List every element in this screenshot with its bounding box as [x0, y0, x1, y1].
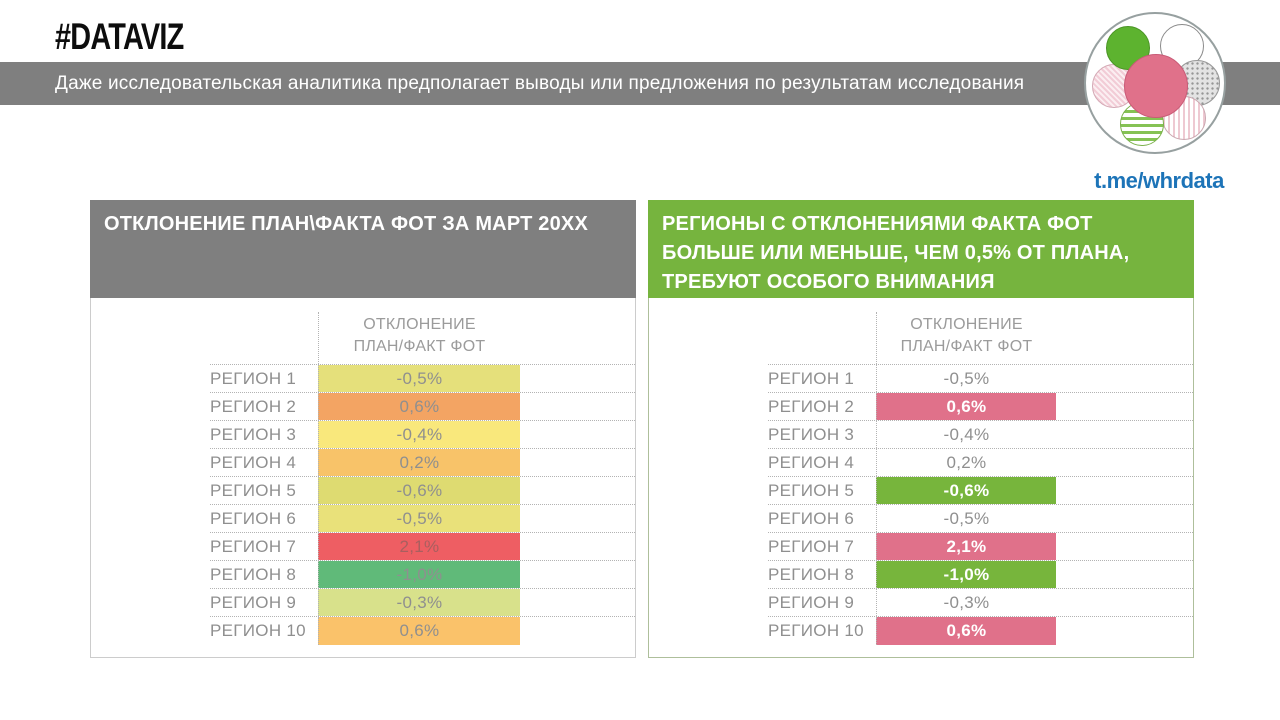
deviation-value: -0,5%	[876, 365, 1056, 392]
deviation-value: 0,6%	[876, 393, 1056, 420]
region-label: РЕГИОН 10	[210, 621, 306, 640]
region-label: РЕГИОН 7	[210, 537, 297, 556]
region-label: РЕГИОН 2	[210, 397, 297, 416]
deviation-value: 0,6%	[318, 617, 520, 645]
table-row: РЕГИОН 7 2,1%	[768, 533, 1193, 561]
deviation-value: -0,5%	[318, 505, 520, 532]
right-table-body: ОТКЛОНЕНИЕ ПЛАН/ФАКТ ФОТ РЕГИОН 1 -0,5% РЕ…	[648, 298, 1194, 658]
table-row: РЕГИОН 3 -0,4%	[210, 421, 635, 449]
deviation-value: -0,6%	[876, 477, 1056, 504]
table-row: РЕГИОН 5 -0,6%	[210, 477, 635, 505]
region-label: РЕГИОН 3	[768, 425, 855, 444]
deviation-column-header: ОТКЛОНЕНИЕ ПЛАН/ФАКТ ФОТ	[318, 312, 520, 364]
region-label: РЕГИОН 1	[768, 369, 855, 388]
region-label: РЕГИОН 2	[768, 397, 855, 416]
left-table: ОТКЛОНЕНИЕ ПЛАН\ФАКТА ФОТ ЗА МАРТ 20XX О…	[90, 200, 636, 658]
column-header-row: ОТКЛОНЕНИЕ ПЛАН/ФАКТ ФОТ	[768, 312, 1193, 365]
deviation-column-header: ОТКЛОНЕНИЕ ПЛАН/ФАКТ ФОТ	[876, 312, 1056, 364]
table-row: РЕГИОН 8 -1,0%	[768, 561, 1193, 589]
table-row: РЕГИОН 1 -0,5%	[210, 365, 635, 393]
table-row: РЕГИОН 6 -0,5%	[210, 505, 635, 533]
left-table-rows: РЕГИОН 1 -0,5% РЕГИОН 2 0,6% РЕГИОН 3 -0,4% РЕ…	[210, 365, 635, 645]
flower-logo	[1084, 12, 1226, 154]
deviation-value: -0,3%	[318, 589, 520, 616]
deviation-value: 2,1%	[876, 533, 1056, 560]
deviation-value: 0,2%	[318, 449, 520, 476]
table-row: РЕГИОН 1 -0,5%	[768, 365, 1193, 393]
region-label: РЕГИОН 6	[210, 509, 297, 528]
deviation-value: -0,4%	[318, 421, 520, 448]
region-label: РЕГИОН 8	[768, 565, 855, 584]
right-table-title: РЕГИОНЫ С ОТКЛОНЕНИЯМИ ФАКТА ФОТ БОЛЬШЕ …	[648, 200, 1194, 298]
table-row: РЕГИОН 7 2,1%	[210, 533, 635, 561]
table-row: РЕГИОН 8 -1,0%	[210, 561, 635, 589]
deviation-value: 0,6%	[318, 393, 520, 420]
table-row: РЕГИОН 4 0,2%	[210, 449, 635, 477]
telegram-link[interactable]: t.me/whrdata	[1094, 168, 1224, 193]
right-table-rows: РЕГИОН 1 -0,5% РЕГИОН 2 0,6% РЕГИОН 3 -0,4% РЕ…	[768, 365, 1193, 645]
region-label: РЕГИОН 3	[210, 425, 297, 444]
deviation-value: -0,3%	[876, 589, 1056, 616]
region-label: РЕГИОН 9	[210, 593, 297, 612]
region-label: РЕГИОН 4	[768, 453, 855, 472]
table-row: РЕГИОН 10 0,6%	[768, 617, 1193, 645]
region-label: РЕГИОН 8	[210, 565, 297, 584]
left-table-body: ОТКЛОНЕНИЕ ПЛАН/ФАКТ ФОТ РЕГИОН 1 -0,5% РЕ…	[90, 298, 636, 658]
table-row: РЕГИОН 5 -0,6%	[768, 477, 1193, 505]
region-label: РЕГИОН 4	[210, 453, 297, 472]
table-row: РЕГИОН 9 -0,3%	[210, 589, 635, 617]
subtitle-text: Даже исследовательская аналитика предпол…	[55, 72, 1025, 94]
table-row: РЕГИОН 4 0,2%	[768, 449, 1193, 477]
region-label: РЕГИОН 9	[768, 593, 855, 612]
region-label: РЕГИОН 6	[768, 509, 855, 528]
table-row: РЕГИОН 10 0,6%	[210, 617, 635, 645]
table-row: РЕГИОН 6 -0,5%	[768, 505, 1193, 533]
table-row: РЕГИОН 2 0,6%	[210, 393, 635, 421]
column-header-row: ОТКЛОНЕНИЕ ПЛАН/ФАКТ ФОТ	[210, 312, 635, 365]
region-label: РЕГИОН 5	[210, 481, 297, 500]
table-row: РЕГИОН 3 -0,4%	[768, 421, 1193, 449]
subtitle-bar: Даже исследовательская аналитика предпол…	[0, 62, 1280, 105]
deviation-value: -0,6%	[318, 477, 520, 504]
deviation-value: -0,5%	[876, 505, 1056, 532]
deviation-value: -0,4%	[876, 421, 1056, 448]
deviation-value: 0,6%	[876, 617, 1056, 645]
region-label: РЕГИОН 10	[768, 621, 864, 640]
left-table-title: ОТКЛОНЕНИЕ ПЛАН\ФАКТА ФОТ ЗА МАРТ 20XX	[90, 200, 636, 298]
right-table: РЕГИОНЫ С ОТКЛОНЕНИЯМИ ФАКТА ФОТ БОЛЬШЕ …	[648, 200, 1194, 658]
region-label: РЕГИОН 5	[768, 481, 855, 500]
deviation-value: -1,0%	[318, 561, 520, 588]
page-title: #DATAVIZ	[55, 16, 184, 57]
table-row: РЕГИОН 2 0,6%	[768, 393, 1193, 421]
table-row: РЕГИОН 9 -0,3%	[768, 589, 1193, 617]
deviation-value: 0,2%	[876, 449, 1056, 476]
deviation-value: -1,0%	[876, 561, 1056, 588]
region-label: РЕГИОН 7	[768, 537, 855, 556]
deviation-value: 2,1%	[318, 533, 520, 560]
region-label: РЕГИОН 1	[210, 369, 297, 388]
logo-petal-center-icon	[1124, 54, 1188, 118]
deviation-value: -0,5%	[318, 365, 520, 392]
